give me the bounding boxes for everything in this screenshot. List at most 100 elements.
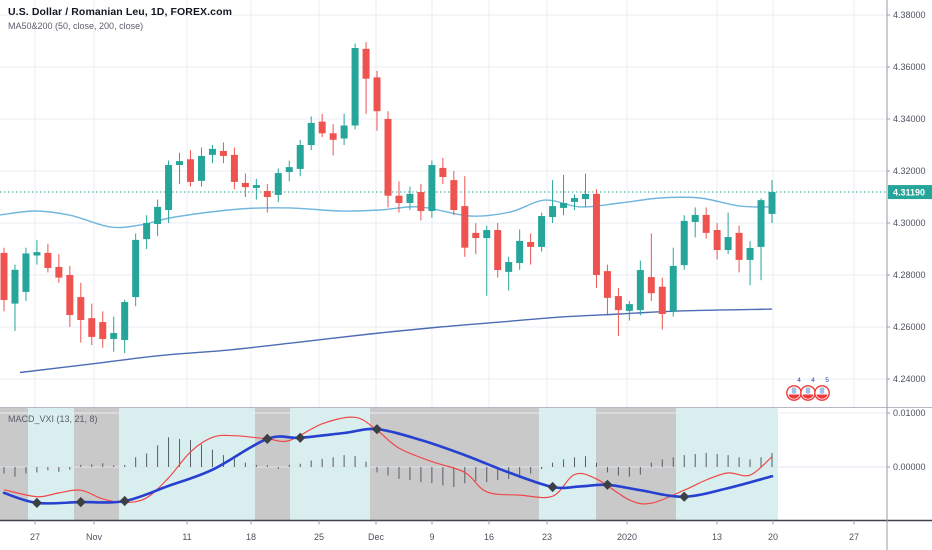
time-axis-label: 20 [768, 532, 778, 542]
marker-base-icon [788, 394, 800, 399]
candle-body [307, 122, 315, 145]
time-axis-label: 27 [30, 532, 40, 542]
candle-body [461, 206, 469, 248]
session-band-gray [370, 408, 539, 520]
ma200-line[interactable] [19, 308, 773, 374]
time-axis[interactable]: 27 Nov 11 18 25 Dec 9 16 23 2020 13 20 27 [30, 520, 859, 543]
symbol-title[interactable]: U.S. Dollar / Romanian Leu, 1D, FOREX.co… [8, 6, 233, 18]
session-band-cyan [119, 408, 255, 520]
marker-figure-icon [819, 387, 825, 394]
candle-body [757, 200, 765, 247]
time-axis-label: 13 [712, 532, 722, 542]
candles-layer[interactable] [0, 42, 776, 353]
candle-body [571, 198, 579, 202]
candle-body [165, 165, 173, 210]
candle-body [702, 214, 710, 233]
candle-body [527, 241, 535, 247]
candle-body [362, 48, 370, 79]
macd-axis-label: 0.01000 [893, 408, 926, 418]
time-axis-label: 16 [484, 532, 494, 542]
candle-body [252, 185, 260, 188]
candle-body [691, 214, 699, 222]
idea-markers[interactable]: 4 4 5 [786, 377, 830, 401]
candle-body [581, 193, 589, 200]
idea-marker-count: 5 [825, 377, 829, 384]
session-band-gray [255, 408, 290, 520]
candle-body [516, 240, 524, 264]
candle-body [472, 232, 480, 239]
candle-body [450, 180, 458, 210]
candle-body [285, 167, 293, 173]
candle-body [384, 119, 392, 196]
candle-body [560, 202, 568, 208]
candle-body [439, 167, 447, 177]
candle-body [263, 191, 271, 197]
chart-legend: U.S. Dollar / Romanian Leu, 1D, FOREX.co… [8, 6, 232, 31]
candle-body [625, 304, 633, 311]
price-axis-label: 4.38000 [893, 10, 926, 20]
candle-body [658, 286, 666, 314]
candle-body [406, 193, 414, 203]
candle-body [77, 297, 85, 320]
macd-bands [0, 408, 778, 520]
ma-indicator-label[interactable]: MA50&200 (50, close, 200, close) [8, 21, 144, 31]
price-axis-label: 4.34000 [893, 114, 926, 124]
session-band-cyan [676, 408, 778, 520]
idea-marker-bubble[interactable] [786, 385, 802, 401]
candle-body [197, 155, 205, 181]
session-band-cyan [539, 408, 596, 520]
candle-body [99, 322, 107, 339]
marker-figure-icon [805, 387, 811, 394]
candle-body [636, 270, 644, 311]
last-price-badge: 4.31190 [888, 185, 932, 200]
candle-body [176, 161, 184, 166]
candle-body [549, 206, 557, 218]
candle-body [55, 266, 63, 278]
candle-body [592, 193, 600, 275]
marker-figure-icon [791, 387, 797, 394]
price-axis[interactable]: 4.38000 4.36000 4.34000 4.32000 4.30000 4.280… [887, 10, 926, 472]
candle-body [22, 253, 30, 292]
candle-body [241, 182, 249, 188]
time-axis-label: 9 [429, 532, 434, 542]
candle-body [0, 252, 8, 300]
ma50-line[interactable] [0, 196, 773, 229]
candle-body [669, 265, 677, 312]
candle-body [647, 277, 655, 294]
candle-body [340, 125, 348, 139]
price-axis-label: 4.26000 [893, 322, 926, 332]
time-axis-label: 27 [849, 532, 859, 542]
candle-body [274, 173, 282, 195]
candle-body [538, 215, 546, 247]
idea-marker-bubble[interactable] [814, 385, 830, 401]
session-band-cyan [290, 408, 370, 520]
candle-body [132, 239, 140, 298]
idea-marker-count: 4 [797, 377, 801, 384]
price-axis-label: 4.24000 [893, 374, 926, 384]
candle-body [230, 154, 238, 182]
time-axis-label: 23 [542, 532, 552, 542]
candle-body [494, 230, 502, 271]
candle-body [417, 192, 425, 212]
macd-histogram [3, 437, 773, 487]
candle-body [735, 232, 743, 260]
candle-body [614, 296, 622, 311]
last-price-label: 4.31190 [893, 188, 925, 198]
candle-body [11, 269, 19, 304]
macd-indicator-label[interactable]: MACD_VXI (13, 21, 8) [8, 414, 98, 424]
idea-marker-bubble[interactable] [800, 385, 816, 401]
session-band-gray [596, 408, 676, 520]
marker-base-icon [802, 394, 814, 399]
marker-base-icon [816, 394, 828, 399]
candle-body [66, 275, 74, 316]
time-axis-label: 25 [314, 532, 324, 542]
candle-body [121, 302, 129, 340]
candle-body [713, 230, 721, 251]
candle-body [208, 148, 216, 155]
candle-body [603, 271, 611, 298]
macd-axis-label: 0.00000 [893, 462, 926, 472]
candle-body [187, 159, 195, 182]
candle-body [428, 165, 436, 212]
